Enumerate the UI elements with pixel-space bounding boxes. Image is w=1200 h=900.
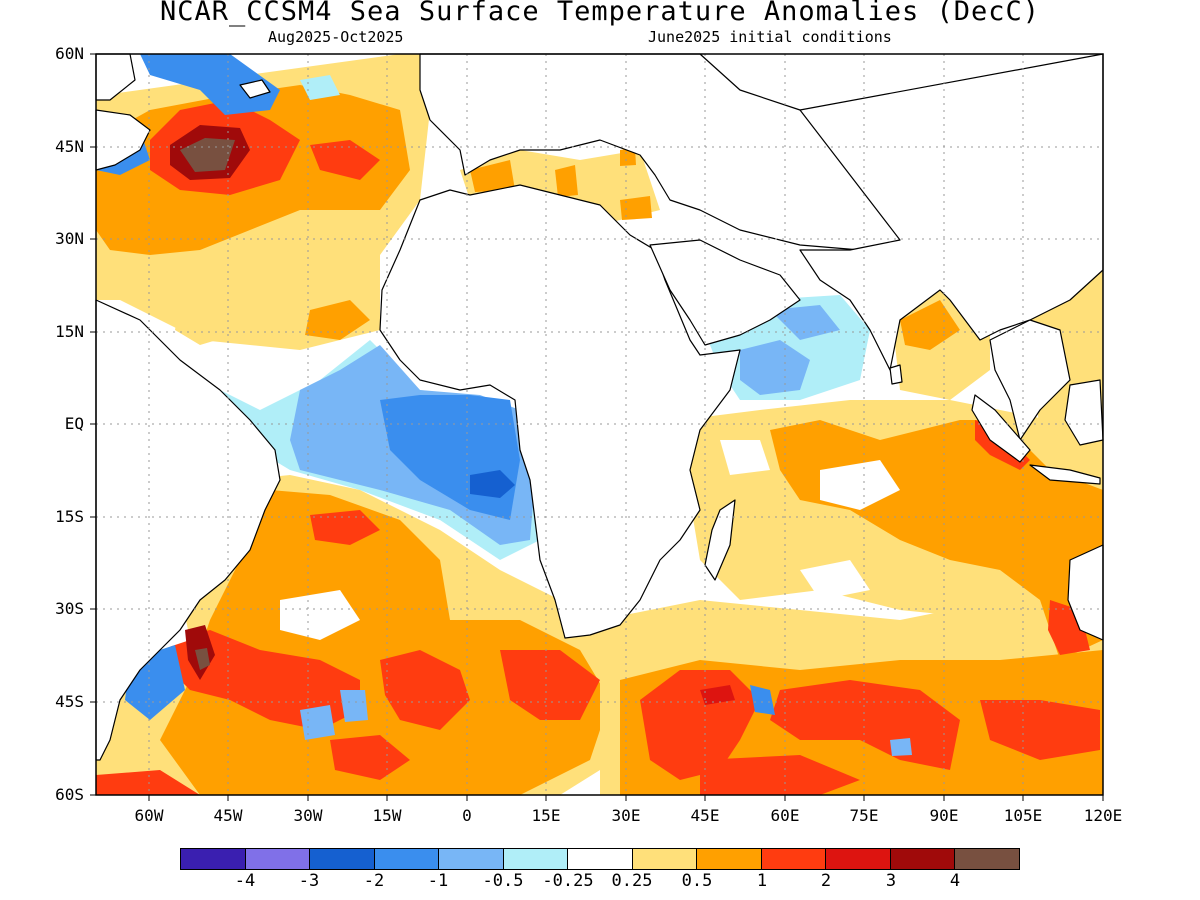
sa-red3 xyxy=(380,650,470,730)
so-red3 xyxy=(980,700,1100,760)
colorbar-label: 0.25 xyxy=(611,871,653,891)
colorbar-label: 2 xyxy=(820,871,832,891)
sa-red6 xyxy=(96,770,200,795)
lon-label-60w: 60W xyxy=(134,806,164,825)
na-red2 xyxy=(310,140,380,180)
tick-marks xyxy=(90,53,1104,801)
forecast-period: Aug2025-Oct2025 xyxy=(268,28,404,46)
colorbar-bin xyxy=(697,849,762,869)
sa-hotspot xyxy=(195,648,210,670)
med-orange2 xyxy=(555,165,578,197)
sst-anomaly-map xyxy=(90,53,1104,801)
sa-cold3 xyxy=(340,690,368,722)
lon-label-75e: 75E xyxy=(849,806,879,825)
colorbar-label: -0.25 xyxy=(542,871,594,891)
colorbar-bin xyxy=(955,849,1019,869)
lat-label-15n: 15N xyxy=(55,322,84,341)
colorbar-label: -1 xyxy=(427,871,449,891)
lat-label-45n: 45N xyxy=(55,137,84,156)
lon-label-15e: 15E xyxy=(531,806,561,825)
colorbar-label: -0.5 xyxy=(482,871,524,891)
colorbar-bin xyxy=(503,849,569,869)
colorbar-label: -3 xyxy=(298,871,320,891)
colorbar-bin xyxy=(374,849,440,869)
colorbar-bin xyxy=(632,849,698,869)
lat-label-45s: 45S xyxy=(55,692,84,711)
lon-label-90e: 90E xyxy=(929,806,959,825)
sa-red1 xyxy=(310,510,380,545)
lon-label-45w: 45W xyxy=(213,806,243,825)
coastlines xyxy=(95,53,1104,761)
colorbar xyxy=(180,848,1020,870)
asia-outline xyxy=(799,53,1104,371)
lon-label-120e: 120E xyxy=(1083,806,1123,825)
colorbar-label: 3 xyxy=(885,871,897,891)
indochina-outline xyxy=(989,319,1071,441)
lon-label-0: 0 xyxy=(462,806,472,825)
australia-outline xyxy=(1067,544,1104,641)
colorbar-bin xyxy=(568,849,633,869)
med-orange xyxy=(470,160,515,192)
so-red4 xyxy=(700,755,860,795)
io-white2 xyxy=(800,560,870,600)
lat-label-30s: 30S xyxy=(55,599,84,618)
chart-title: NCAR_CCSM4 Sea Surface Temperature Anoma… xyxy=(159,0,1041,27)
lon-label-105e: 105E xyxy=(1003,806,1043,825)
na-cold1 xyxy=(140,54,280,115)
lon-label-15w: 15W xyxy=(372,806,402,825)
colorbar-label: 4 xyxy=(949,871,961,891)
colorbar-bin xyxy=(310,849,375,869)
sa-red5 xyxy=(330,735,410,780)
sri-lanka-outline xyxy=(889,364,903,385)
subtropical-orange xyxy=(305,300,370,340)
lat-label-60n: 60N xyxy=(55,44,84,63)
lat-label-30n: 30N xyxy=(55,229,84,248)
lat-label-60s: 60S xyxy=(55,785,84,804)
lon-label-45e: 45E xyxy=(690,806,720,825)
bay-of-bengal-orange xyxy=(900,300,960,350)
initial-conditions: June2025 initial conditions xyxy=(648,28,892,46)
arabian-sea-blue2 xyxy=(770,305,840,340)
so-blue xyxy=(750,685,775,715)
colorbar-label: -2 xyxy=(363,871,385,891)
io-white3 xyxy=(720,440,770,475)
arabian-sea-blue xyxy=(740,340,810,395)
sumatra-outline xyxy=(971,394,1031,463)
south-america-outline xyxy=(95,299,281,761)
subtropical-yellow xyxy=(175,295,250,345)
sa-white1 xyxy=(280,590,360,640)
lon-label-30e: 30E xyxy=(611,806,641,825)
na-hotspot xyxy=(180,138,235,172)
arabia-outline xyxy=(649,239,801,346)
lat-label-eq: EQ xyxy=(64,414,84,433)
colorbar-bin xyxy=(826,849,891,869)
sa-cold2 xyxy=(300,705,335,740)
lon-label-30w: 30W xyxy=(293,806,323,825)
colorbar-label: 0.5 xyxy=(681,871,713,891)
na-lightblue xyxy=(300,75,340,100)
colorbar-bin xyxy=(439,849,504,869)
sa-red2 xyxy=(170,630,360,730)
colorbar-bin xyxy=(890,849,956,869)
madagascar-outline xyxy=(704,499,736,581)
java-outline xyxy=(1029,464,1101,485)
colorbar-label: -4 xyxy=(234,871,256,891)
so-blue2 xyxy=(890,738,912,756)
colorbar-bin xyxy=(245,849,311,869)
io-white1 xyxy=(820,460,900,510)
grid-lines xyxy=(96,54,1103,795)
cold-tongue-core xyxy=(470,470,515,498)
iceland-outline xyxy=(239,79,271,99)
lon-label-60e: 60E xyxy=(770,806,800,825)
med-orange4 xyxy=(620,196,652,220)
colorbar-bin xyxy=(761,849,827,869)
africa-outline xyxy=(379,184,741,639)
so-darkred xyxy=(700,685,735,705)
borneo-outline xyxy=(1064,379,1104,446)
colorbar-label: 1 xyxy=(756,871,768,891)
lat-label-15s: 15S xyxy=(55,507,84,526)
colorbar-bin xyxy=(181,849,246,869)
